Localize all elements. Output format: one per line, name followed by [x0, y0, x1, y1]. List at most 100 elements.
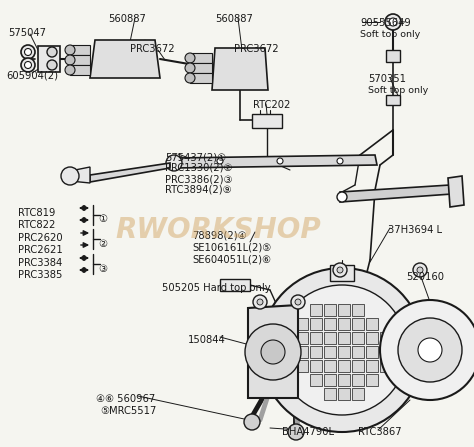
- Circle shape: [185, 73, 195, 83]
- Circle shape: [25, 49, 31, 55]
- Text: PRC2621: PRC2621: [18, 245, 63, 255]
- Bar: [190, 73, 212, 83]
- Bar: [70, 45, 90, 55]
- Circle shape: [185, 53, 195, 63]
- Bar: [338, 332, 350, 344]
- Circle shape: [261, 340, 285, 364]
- Circle shape: [413, 263, 427, 277]
- Text: 150844: 150844: [188, 335, 226, 345]
- Bar: [386, 50, 400, 62]
- Circle shape: [333, 263, 347, 277]
- Bar: [310, 346, 322, 358]
- Circle shape: [21, 45, 35, 59]
- Circle shape: [47, 47, 57, 57]
- Circle shape: [337, 267, 343, 273]
- Bar: [296, 360, 308, 372]
- Circle shape: [257, 299, 263, 305]
- Bar: [70, 55, 90, 65]
- Bar: [366, 332, 378, 344]
- Circle shape: [244, 414, 260, 430]
- Bar: [352, 332, 364, 344]
- Text: RTC822: RTC822: [18, 220, 55, 230]
- Bar: [352, 346, 364, 358]
- Text: 560887: 560887: [108, 14, 146, 24]
- Bar: [366, 360, 378, 372]
- Circle shape: [385, 14, 401, 30]
- Text: SE106161L(2)⑤: SE106161L(2)⑤: [192, 242, 271, 252]
- Bar: [380, 346, 392, 358]
- Bar: [324, 346, 336, 358]
- Bar: [352, 374, 364, 386]
- Bar: [310, 374, 322, 386]
- Bar: [338, 374, 350, 386]
- Bar: [380, 332, 392, 344]
- Bar: [310, 318, 322, 330]
- Text: PRC3672: PRC3672: [130, 44, 174, 54]
- Text: BHA4790L: BHA4790L: [282, 427, 334, 437]
- Circle shape: [277, 285, 407, 415]
- Text: 575047: 575047: [8, 28, 46, 38]
- Bar: [338, 304, 350, 316]
- Bar: [366, 318, 378, 330]
- Bar: [324, 304, 336, 316]
- Text: 37H3694 L: 37H3694 L: [388, 225, 442, 235]
- Circle shape: [245, 324, 301, 380]
- Polygon shape: [212, 48, 268, 90]
- Text: 90555649: 90555649: [360, 18, 411, 28]
- Bar: [310, 304, 322, 316]
- Polygon shape: [248, 305, 298, 398]
- Circle shape: [253, 295, 267, 309]
- Polygon shape: [90, 40, 160, 78]
- Text: RWORKSHOP: RWORKSHOP: [115, 216, 321, 244]
- Bar: [338, 360, 350, 372]
- Bar: [352, 318, 364, 330]
- Bar: [338, 346, 350, 358]
- Bar: [190, 63, 212, 73]
- Text: RTC3894(2)⑨: RTC3894(2)⑨: [165, 185, 232, 195]
- Text: PRC3386(2)③: PRC3386(2)③: [165, 174, 233, 184]
- Bar: [338, 318, 350, 330]
- Circle shape: [291, 295, 305, 309]
- Circle shape: [65, 45, 75, 55]
- Circle shape: [65, 65, 75, 75]
- Bar: [324, 388, 336, 400]
- Bar: [324, 332, 336, 344]
- Text: 570351: 570351: [368, 74, 406, 84]
- Circle shape: [398, 318, 462, 382]
- Text: ④⑥ 560967: ④⑥ 560967: [96, 394, 155, 404]
- Circle shape: [65, 55, 75, 65]
- Text: SE604051L(2)⑥: SE604051L(2)⑥: [192, 254, 271, 264]
- Bar: [352, 304, 364, 316]
- Bar: [352, 388, 364, 400]
- Polygon shape: [448, 176, 464, 207]
- Bar: [324, 374, 336, 386]
- Circle shape: [185, 63, 195, 73]
- Circle shape: [47, 60, 57, 70]
- Circle shape: [337, 192, 347, 202]
- Text: RTC202: RTC202: [253, 100, 291, 110]
- Bar: [252, 114, 282, 128]
- Circle shape: [288, 424, 304, 440]
- Circle shape: [61, 167, 79, 185]
- Polygon shape: [175, 155, 377, 168]
- Circle shape: [389, 18, 397, 26]
- Circle shape: [417, 267, 423, 273]
- Bar: [366, 346, 378, 358]
- Polygon shape: [70, 167, 90, 183]
- Bar: [296, 332, 308, 344]
- Text: ①: ①: [98, 214, 107, 224]
- Circle shape: [166, 155, 182, 171]
- Text: ⑤MRC5517: ⑤MRC5517: [100, 406, 156, 416]
- Circle shape: [260, 268, 424, 432]
- Polygon shape: [38, 46, 60, 72]
- Text: ②: ②: [98, 239, 107, 249]
- Text: PRC3672: PRC3672: [234, 44, 279, 54]
- Circle shape: [21, 58, 35, 72]
- Bar: [324, 318, 336, 330]
- Text: RTC3867: RTC3867: [358, 427, 401, 437]
- Bar: [386, 95, 400, 105]
- Text: ③: ③: [98, 264, 107, 274]
- Text: Soft top only: Soft top only: [368, 86, 428, 95]
- Bar: [310, 332, 322, 344]
- Bar: [366, 374, 378, 386]
